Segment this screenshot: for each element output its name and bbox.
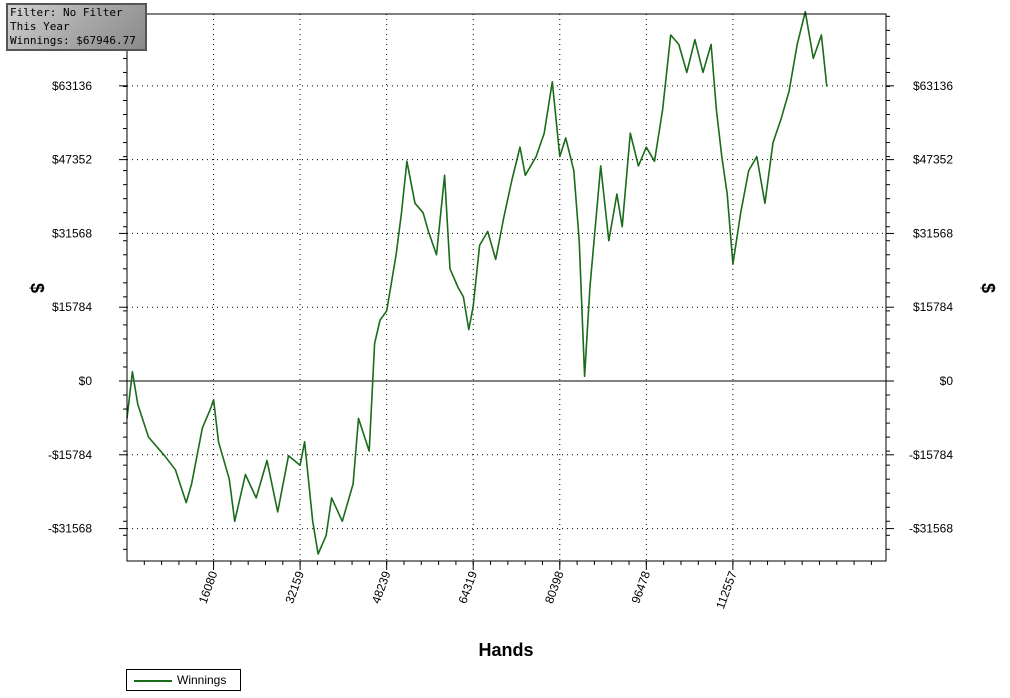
x-tick-label: 48239 (369, 569, 394, 605)
y-tick-label-left: -$31568 (48, 522, 92, 536)
y-tick-label-right: $0 (940, 374, 954, 388)
y-tick-label-right: $63136 (913, 79, 953, 93)
gridlines (127, 14, 886, 561)
y-tick-label-left: $31568 (52, 226, 92, 240)
plot-area (126, 13, 887, 562)
y-tick-label-right: -$15784 (909, 448, 953, 462)
y-tick-label-right: $15784 (913, 300, 953, 314)
filter-label: Filter: No Filter (10, 6, 123, 19)
series-layer (126, 10, 828, 555)
winnings-label: Winnings: $67946.77 (10, 34, 136, 47)
y-tick-label-left: -$15784 (48, 448, 92, 462)
y-axis: -$31568 -$31568 -$15784 -$15784 $0 $0 $15784 $1… (48, 15, 954, 550)
y-axis-title-left: $ (27, 283, 47, 293)
filter-info-box: Filter: No Filter This Year Winnings: $6… (6, 3, 147, 51)
y-tick-label-right: $31568 (913, 226, 953, 240)
x-tick-label: 16080 (196, 569, 221, 605)
x-tick-label: 80398 (542, 569, 567, 605)
legend: Winnings (126, 669, 241, 691)
y-tick-label-left: $0 (79, 374, 93, 388)
y-tick-label-right: -$31568 (909, 522, 953, 536)
y-tick-label-left: $15784 (52, 300, 92, 314)
legend-swatch (134, 680, 172, 682)
x-axis: 16080 32159 48239 64319 80398 96478 112557 (143, 561, 872, 611)
y-tick-label-right: $47352 (913, 153, 953, 167)
period-label: This Year (10, 20, 70, 33)
x-tick-label: 96478 (629, 569, 654, 605)
y-axis-title-right: $ (978, 283, 998, 293)
y-tick-label-left: $63136 (52, 79, 92, 93)
x-tick-label: 32159 (282, 569, 307, 605)
x-tick-label: 64319 (455, 569, 480, 605)
y-tick-label-left: $47352 (52, 153, 92, 167)
x-axis-title: Hands (478, 640, 533, 660)
legend-label: Winnings (177, 673, 227, 687)
x-tick-label: 112557 (713, 569, 740, 611)
series-line-winnings (126, 10, 828, 555)
